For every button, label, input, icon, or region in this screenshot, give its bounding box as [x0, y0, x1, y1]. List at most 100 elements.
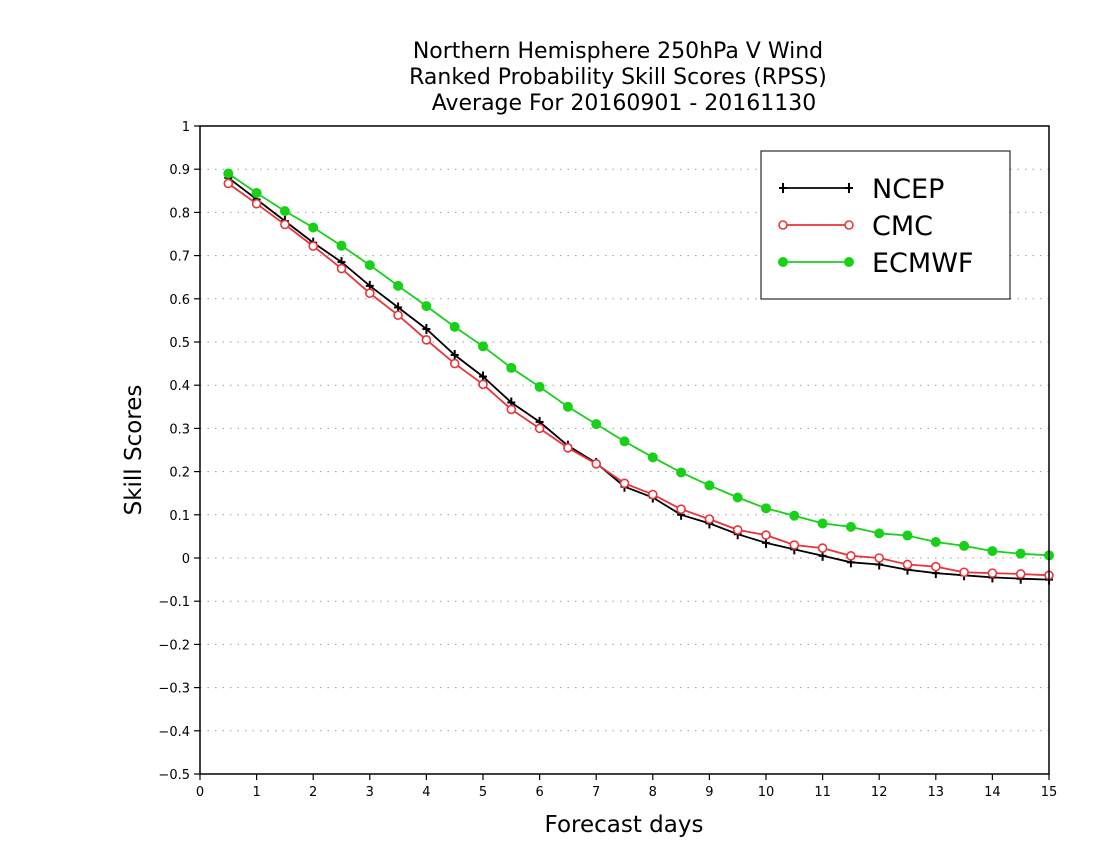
- x-tick-label: 10: [758, 785, 775, 800]
- data-point-ecmwf: [845, 521, 856, 532]
- series-cmc: [223, 178, 1054, 581]
- legend-entry-cmc: CMC: [778, 211, 933, 242]
- data-point-cmc: [704, 514, 715, 524]
- series-line-ncep: [227, 177, 1050, 581]
- legend-marker-ncep: [779, 183, 787, 193]
- data-point-ecmwf: [647, 452, 658, 463]
- data-point-ecmwf: [506, 362, 517, 373]
- data-point-cmc: [506, 404, 517, 415]
- data-point-cmc: [534, 423, 545, 434]
- title-line-1: Northern Hemisphere 250hPa V Wind: [413, 39, 823, 64]
- data-point-cmc: [732, 525, 743, 535]
- data-point-cmc: [449, 358, 460, 369]
- data-point-ecmwf: [789, 510, 800, 521]
- legend-marker-ecmwf: [778, 257, 788, 267]
- data-point-ecmwf: [308, 222, 319, 233]
- x-tick-label: 14: [984, 785, 1001, 800]
- x-tick-label: 3: [366, 785, 374, 800]
- data-point-cmc: [421, 335, 432, 345]
- data-point-ecmwf: [761, 503, 771, 514]
- data-point-cmc: [251, 198, 262, 209]
- x-tick-label: 9: [705, 785, 713, 800]
- data-point-cmc: [676, 504, 686, 514]
- data-point-cmc: [478, 379, 488, 390]
- data-point-ecmwf: [591, 419, 602, 430]
- data-point-ecmwf: [1015, 548, 1026, 559]
- legend-entry-ncep: NCEP: [779, 174, 944, 205]
- data-point-cmc: [308, 241, 319, 251]
- data-point-ecmwf: [704, 480, 715, 491]
- legend-marker-cmc: [844, 220, 854, 230]
- legend-label-cmc: CMC: [872, 211, 933, 242]
- data-point-cmc: [393, 310, 403, 321]
- data-point-ncep: [422, 324, 431, 335]
- data-point-ecmwf: [732, 492, 743, 503]
- y-tick-label: 0.5: [169, 336, 190, 351]
- legend-label-ncep: NCEP: [872, 174, 944, 205]
- x-tick-label: 4: [422, 785, 430, 800]
- y-tick-label: −0.1: [158, 595, 190, 610]
- legend-entry-ecmwf: ECMWF: [778, 248, 973, 279]
- y-axis-label: Skill Scores: [121, 385, 147, 516]
- x-tick-label: 6: [535, 785, 543, 800]
- data-point-ecmwf: [534, 381, 545, 392]
- data-point-ecmwf: [562, 401, 573, 412]
- y-tick-label: 0.1: [169, 509, 190, 524]
- data-point-ncep: [450, 349, 459, 360]
- x-tick-label: 7: [592, 785, 600, 800]
- y-tick-label: −0.4: [158, 725, 190, 740]
- data-point-ecmwf: [959, 540, 970, 551]
- data-point-ecmwf: [874, 528, 885, 539]
- y-tick-label: 0.2: [169, 466, 190, 481]
- data-point-ecmwf: [421, 301, 432, 312]
- y-tick-label: 0.4: [169, 379, 190, 394]
- y-tick-label: 0: [182, 552, 190, 567]
- data-point-ecmwf: [449, 321, 460, 332]
- legend-marker-ncep: [845, 183, 853, 193]
- legend-marker-ecmwf: [844, 257, 854, 267]
- x-tick-label: 11: [814, 785, 831, 800]
- data-point-cmc: [647, 489, 658, 500]
- y-tick-label: 0.6: [169, 293, 190, 308]
- data-point-cmc: [280, 219, 290, 230]
- data-point-cmc: [789, 540, 800, 550]
- x-tick-label: 5: [479, 785, 487, 800]
- data-point-ecmwf: [676, 467, 687, 478]
- data-point-ecmwf: [817, 518, 828, 529]
- data-point-ecmwf: [223, 168, 234, 179]
- data-point-cmc: [591, 459, 602, 469]
- data-point-cmc: [846, 551, 856, 561]
- data-point-cmc: [874, 553, 885, 563]
- x-tick-label: 13: [928, 785, 945, 800]
- series-ecmwf: [223, 168, 1054, 561]
- data-point-cmc: [761, 530, 771, 540]
- data-point-cmc: [563, 443, 573, 453]
- data-point-ecmwf: [478, 341, 488, 352]
- data-point-cmc: [959, 567, 969, 578]
- data-point-ecmwf: [902, 530, 913, 541]
- title-line-3: Average For 20160901 - 20161130: [432, 91, 817, 116]
- x-tick-label: 1: [252, 785, 260, 800]
- legend-label-ecmwf: ECMWF: [872, 248, 973, 279]
- y-tick-label: −0.5: [158, 768, 190, 783]
- data-point-cmc: [619, 478, 630, 489]
- x-tick-label: 0: [196, 785, 204, 800]
- data-point-ecmwf: [279, 206, 290, 217]
- data-point-ecmwf: [336, 240, 347, 251]
- data-point-cmc: [223, 178, 234, 189]
- data-point-ecmwf: [364, 260, 375, 271]
- data-point-ecmwf: [619, 436, 630, 447]
- data-point-cmc: [930, 561, 941, 572]
- series-layer: [223, 168, 1054, 585]
- chart-title: Northern Hemisphere 250hPa V Wind Ranked…: [409, 39, 827, 116]
- data-point-cmc: [336, 263, 347, 274]
- plot-frame: [199, 125, 1050, 775]
- legend-marker-cmc: [778, 220, 788, 230]
- axis-ticks: 1 0.9 0.8 0.7 0.6 0.5 0.4 0.3 0.2 0.1 0 −0.1 −0.2 −0.…: [158, 120, 1057, 800]
- legend: NCEP CMC ECMWF: [760, 150, 1011, 300]
- data-point-ecmwf: [930, 537, 941, 548]
- x-tick-label: 2: [309, 785, 317, 800]
- title-line-2: Ranked Probability Skill Scores (RPSS): [409, 65, 827, 90]
- data-point-cmc: [1015, 569, 1026, 579]
